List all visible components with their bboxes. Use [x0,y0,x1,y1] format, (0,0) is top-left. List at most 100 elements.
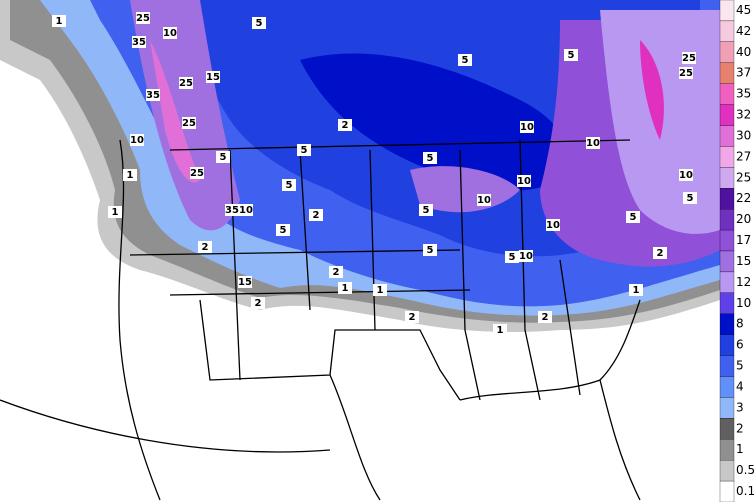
label-box [276,224,290,236]
legend-swatch [719,439,735,461]
label-box [338,119,352,131]
map-label: 25 [190,168,204,179]
map-label: 2 [313,210,320,221]
legend-label: 42 [736,24,751,38]
label-box [423,152,437,164]
map-label: 1 [127,170,134,181]
label-box [373,284,387,296]
legend-label: 15 [736,254,751,268]
legend-swatch [719,460,735,482]
map-label: 10 [477,195,491,206]
map-label: 1 [112,207,119,218]
label-box [683,192,697,204]
map-label: 2 [409,312,416,323]
legend-swatch [719,418,735,440]
map-label: 5 [286,180,293,191]
map-label: 25 [179,78,193,89]
legend-swatch [719,250,735,273]
legend-swatch [719,397,735,419]
legend-label: 8 [736,317,744,331]
map-label: 5 [301,145,308,156]
label-box [282,179,296,191]
label-box [132,36,146,48]
map-label: 1 [377,285,384,296]
legend-label: 45 [736,3,751,17]
legend-label: 5 [736,359,744,373]
legend-label: 32 [736,108,751,122]
label-box [309,209,323,221]
map-label: 5 [687,193,694,204]
label-box [477,194,491,206]
legend-label: 40 [736,45,751,59]
label-box [679,67,693,79]
label-box [682,52,696,64]
map-label: 5 [427,245,434,256]
label-box [419,204,433,216]
legend-label: 37 [736,66,751,80]
map-label: 25 [182,118,196,129]
map-label: 10 [519,251,533,262]
legend-label: 3 [736,400,744,414]
map-label: 10 [239,205,253,216]
legend-label: 17 [736,233,751,247]
map-label: 25 [136,13,150,24]
label-box [505,251,519,263]
map-label: 25 [679,68,693,79]
label-box [519,250,533,262]
label-box [198,241,212,253]
label-box [653,247,667,259]
label-box [626,211,640,223]
map-label: 10 [163,28,177,39]
map-label: 2 [657,248,664,259]
map-label: 2 [255,298,262,309]
label-box [586,137,600,149]
map-label: 2 [202,242,209,253]
label-box [538,311,552,323]
label-box [338,282,352,294]
legend-label: 1 [736,442,744,456]
map-label: 15 [238,277,252,288]
label-box [679,169,693,181]
label-box [108,206,122,218]
legend-label: 20 [736,212,751,226]
label-box [520,121,534,133]
legend-label: 12 [736,275,751,289]
map-label: 5 [630,212,637,223]
map-label: 25 [682,53,696,64]
map-label: 35 [146,90,160,101]
map-label: 10 [517,176,531,187]
map-label: 5 [509,252,516,263]
legend-label: 0.5 [736,463,755,477]
legend-swatch [719,146,735,168]
legend-label: 2 [736,421,744,435]
label-box [216,151,230,163]
label-box [405,311,419,323]
label-box [564,49,578,61]
map-label: 2 [542,312,549,323]
map-label: 35 [132,37,146,48]
map-label: 10 [520,122,534,133]
label-box [629,284,643,296]
label-box [182,117,196,129]
label-box [423,244,437,256]
map-label: 10 [130,135,144,146]
label-box [136,12,150,24]
map-label: 10 [586,138,600,149]
legend-swatch [719,188,735,210]
legend-label: 0.1 [736,484,755,498]
legend-swatch [719,376,735,398]
legend-swatch [719,313,735,335]
map-label: 2 [333,267,340,278]
legend-label: 6 [736,338,744,352]
label-box [239,204,253,216]
map-label: 1 [342,283,349,294]
map-label: 5 [280,225,287,236]
legend-swatch [719,209,735,231]
map-label: 5 [423,205,430,216]
legend-swatch [719,334,735,356]
label-box [130,134,144,146]
map-label: 1 [633,285,640,296]
borders [0,139,641,501]
